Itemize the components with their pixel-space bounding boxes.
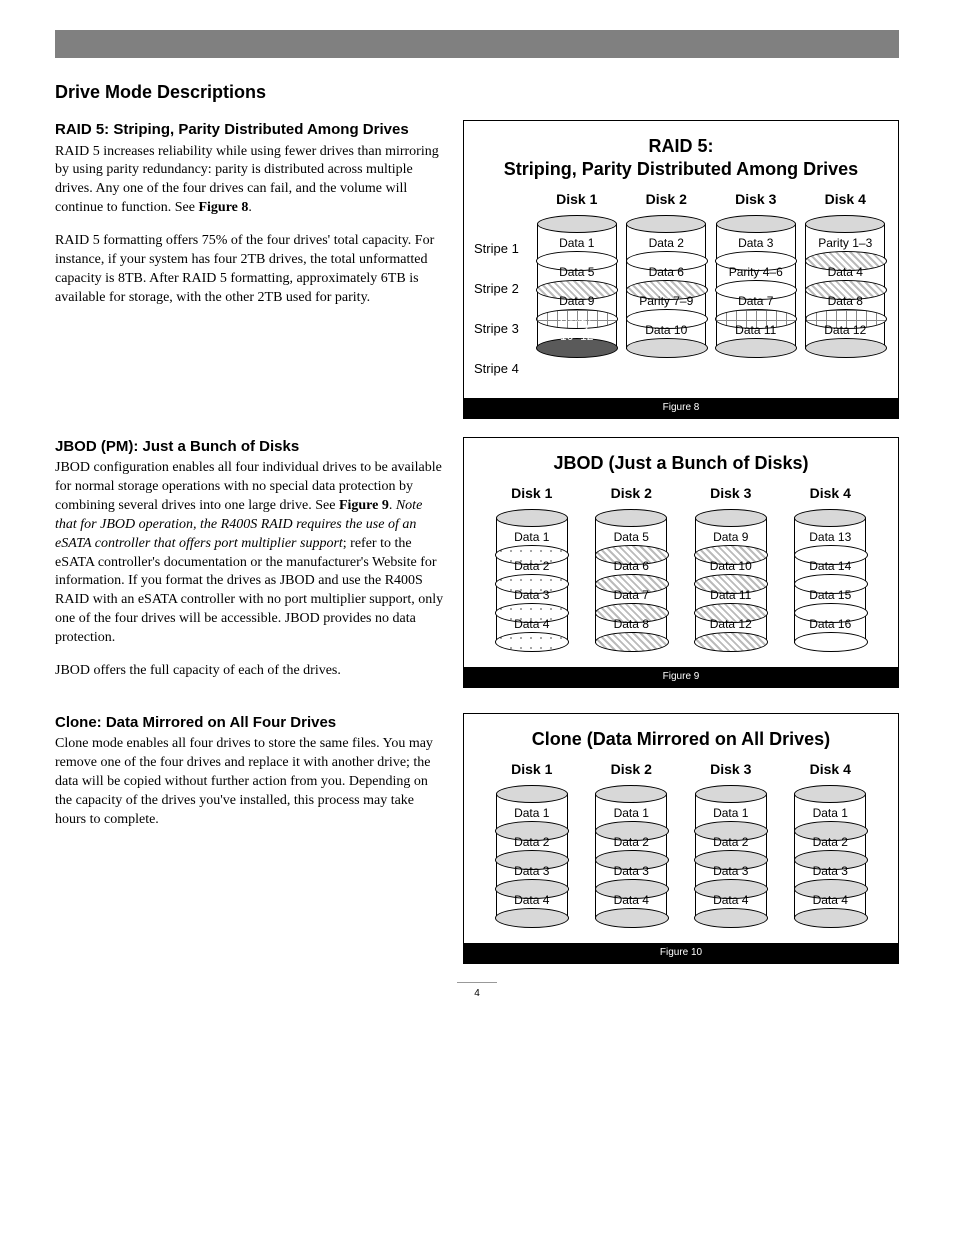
disk-header: Disk 3	[695, 760, 767, 779]
disk-header: Disk 2	[626, 190, 706, 209]
disk-cylinder: Data 3Parity 4–6Data 7Data 11	[716, 215, 796, 363]
disk-column: Disk 3 Data 1Data 2Data 3Data 4	[695, 760, 767, 933]
disk-cylinder: Data 1Data 2Data 3Data 4	[595, 785, 667, 933]
disk-header: Disk 4	[805, 190, 885, 209]
clone-fig-caption: Figure 10	[464, 943, 898, 963]
disk-column: Disk 1 Data 1Data 2Data 3Data 4	[496, 760, 568, 933]
disk-header: Disk 4	[794, 760, 866, 779]
disk-cylinder: Data 1Data 2Data 3Data 4	[695, 785, 767, 933]
disk-header: Disk 1	[496, 484, 568, 503]
disk-cylinder: Data 13Data 14Data 15Data 16	[794, 509, 866, 657]
raid5-p1: RAID 5 increases reliability while using…	[55, 143, 445, 219]
disk-column: Disk 2 Data 1Data 2Data 3Data 4	[595, 760, 667, 933]
disk-column: Disk 1 Data 1Data 5Data 9Parity 10–12	[537, 190, 617, 363]
disk-column: Disk 3 Data 9Data 10Data 11Data 12	[695, 484, 767, 657]
disk-header: Disk 2	[595, 484, 667, 503]
raid5-fig-caption: Figure 8	[464, 398, 898, 418]
header-bar	[55, 30, 899, 58]
clone-section: Clone: Data Mirrored on All Four Drives …	[55, 713, 899, 964]
clone-fig-title: Clone (Data Mirrored on All Drives)	[474, 728, 888, 751]
clone-disks: Disk 1 Data 1Data 2Data 3Data 4 Disk 2 Data…	[474, 760, 888, 933]
raid5-disks: Disk 1Data 1Data 5Data 9Parity 10–12Disk…	[534, 190, 888, 363]
disk-column: Disk 2 Data 2Data 6Parity 7–9Data 10	[626, 190, 706, 363]
clone-text: Clone: Data Mirrored on All Four Drives …	[55, 713, 445, 964]
clone-figure: Clone (Data Mirrored on All Drives) Disk…	[463, 713, 899, 964]
page-number: 4	[457, 982, 497, 1001]
jbod-figure: JBOD (Just a Bunch of Disks) Disk 1 Data …	[463, 437, 899, 695]
disk-header: Disk 4	[794, 484, 866, 503]
stripe-labels: Stripe 1 Stripe 2 Stripe 3 Stripe 4	[474, 190, 534, 388]
disk-cylinder: Parity 1–3Data 4Data 8Data 12	[805, 215, 885, 363]
raid5-figure: RAID 5: Striping, Parity Distributed Amo…	[463, 120, 899, 419]
disk-column: Disk 4 Data 1Data 2Data 3Data 4	[794, 760, 866, 933]
jbod-fig-title: JBOD (Just a Bunch of Disks)	[474, 452, 888, 475]
disk-column: Disk 3 Data 3Parity 4–6Data 7Data 11	[716, 190, 796, 363]
disk-column: Disk 4 Parity 1–3Data 4Data 8Data 12	[805, 190, 885, 363]
disk-header: Disk 1	[537, 190, 617, 209]
jbod-heading: JBOD (PM): Just a Bunch of Disks	[55, 437, 445, 457]
disk-cylinder: Data 5Data 6Data 7Data 8	[595, 509, 667, 657]
jbod-text: JBOD (PM): Just a Bunch of Disks JBOD co…	[55, 437, 445, 695]
disk-cylinder: Data 1Data 5Data 9Parity 10–12	[537, 215, 617, 363]
raid5-section: RAID 5: Striping, Parity Distributed Amo…	[55, 120, 899, 419]
disk-header: Disk 3	[716, 190, 796, 209]
disk-cylinder: Data 1Data 2Data 3Data 4	[794, 785, 866, 933]
disk-header: Disk 1	[496, 760, 568, 779]
disk-cylinder: Data 9Data 10Data 11Data 12	[695, 509, 767, 657]
jbod-p1: JBOD configuration enables all four indi…	[55, 459, 445, 648]
page-title: Drive Mode Descriptions	[55, 80, 899, 104]
jbod-disks: Disk 1 Data 1Data 2Data 3Data 4 Disk 2 Data…	[474, 484, 888, 657]
jbod-fig-caption: Figure 9	[464, 667, 898, 687]
raid5-heading: RAID 5: Striping, Parity Distributed Amo…	[55, 120, 445, 140]
jbod-section: JBOD (PM): Just a Bunch of Disks JBOD co…	[55, 437, 899, 695]
disk-header: Disk 3	[695, 484, 767, 503]
disk-column: Disk 4 Data 13Data 14Data 15Data 16	[794, 484, 866, 657]
disk-column: Disk 2 Data 5Data 6Data 7Data 8	[595, 484, 667, 657]
raid5-text: RAID 5: Striping, Parity Distributed Amo…	[55, 120, 445, 419]
disk-header: Disk 2	[595, 760, 667, 779]
jbod-p2: JBOD offers the full capacity of each of…	[55, 662, 445, 681]
raid5-p2: RAID 5 formatting offers 75% of the four…	[55, 232, 445, 308]
disk-cylinder: Data 1Data 2Data 3Data 4	[496, 785, 568, 933]
disk-cylinder: Data 1Data 2Data 3Data 4	[496, 509, 568, 657]
clone-p1: Clone mode enables all four drives to st…	[55, 735, 445, 829]
disk-column: Disk 1 Data 1Data 2Data 3Data 4	[496, 484, 568, 657]
clone-heading: Clone: Data Mirrored on All Four Drives	[55, 713, 445, 733]
cylinder-top	[695, 509, 767, 527]
raid5-fig-title: RAID 5: Striping, Parity Distributed Amo…	[474, 135, 888, 180]
cylinder-top	[496, 509, 568, 527]
disk-cylinder: Data 2Data 6Parity 7–9Data 10	[626, 215, 706, 363]
